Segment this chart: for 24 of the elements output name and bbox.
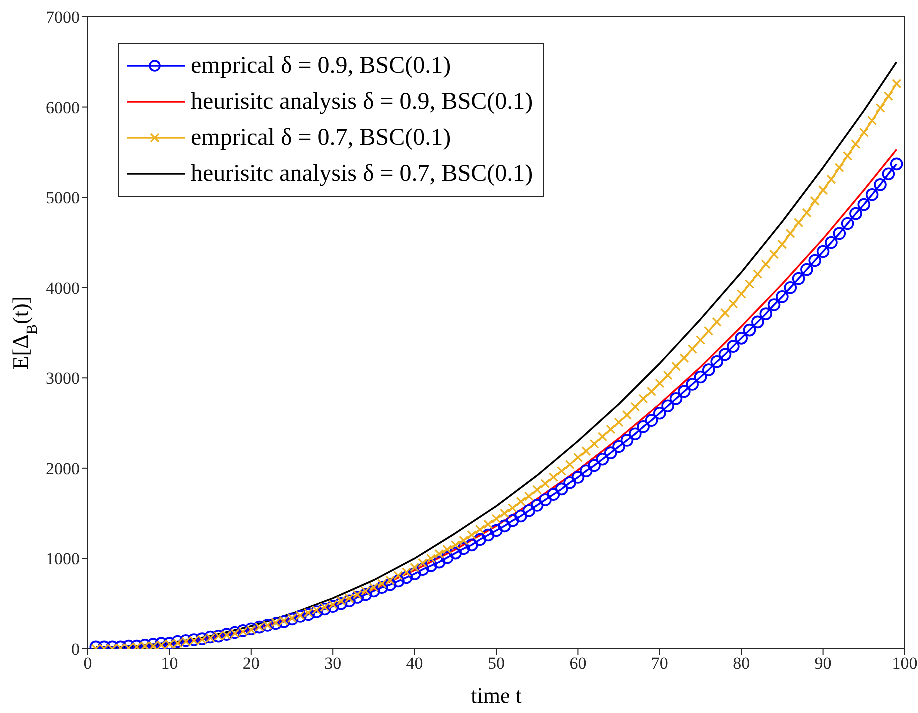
y-tick-label: 0 — [72, 640, 80, 660]
x-tick-label: 10 — [161, 654, 178, 674]
x-tick-label: 20 — [242, 654, 260, 674]
y-tick-label: 5000 — [46, 188, 80, 208]
x-tick-label: 100 — [892, 654, 918, 674]
x-tick-label: 60 — [570, 654, 587, 674]
legend-label: heurisitc analysis δ = 0.7, BSC(0.1) — [191, 160, 534, 189]
y-tick-label: 4000 — [46, 278, 80, 298]
x-tick-label: 50 — [488, 654, 505, 674]
x-tick-label: 40 — [406, 654, 424, 674]
x-tick-label: 0 — [84, 654, 92, 674]
x-tick-label: 90 — [814, 654, 832, 674]
x-axis-title: time t — [471, 683, 522, 708]
y-tick-label: 1000 — [46, 550, 80, 569]
y-tick-label: 3000 — [46, 369, 80, 388]
x-tick-label: 80 — [733, 654, 750, 674]
y-tick-label: 7000 — [46, 8, 80, 28]
x-tick-label: 30 — [324, 654, 342, 674]
x-tick-label: 70 — [651, 654, 668, 674]
y-tick-label: 6000 — [46, 98, 80, 118]
legend-label: emprical δ = 0.7, BSC(0.1) — [191, 124, 452, 153]
legend-label: emprical δ = 0.9, BSC(0.1) — [191, 52, 452, 81]
y-tick-label: 2000 — [46, 459, 80, 478]
legend-label: heurisitc analysis δ = 0.9, BSC(0.1) — [191, 88, 534, 117]
